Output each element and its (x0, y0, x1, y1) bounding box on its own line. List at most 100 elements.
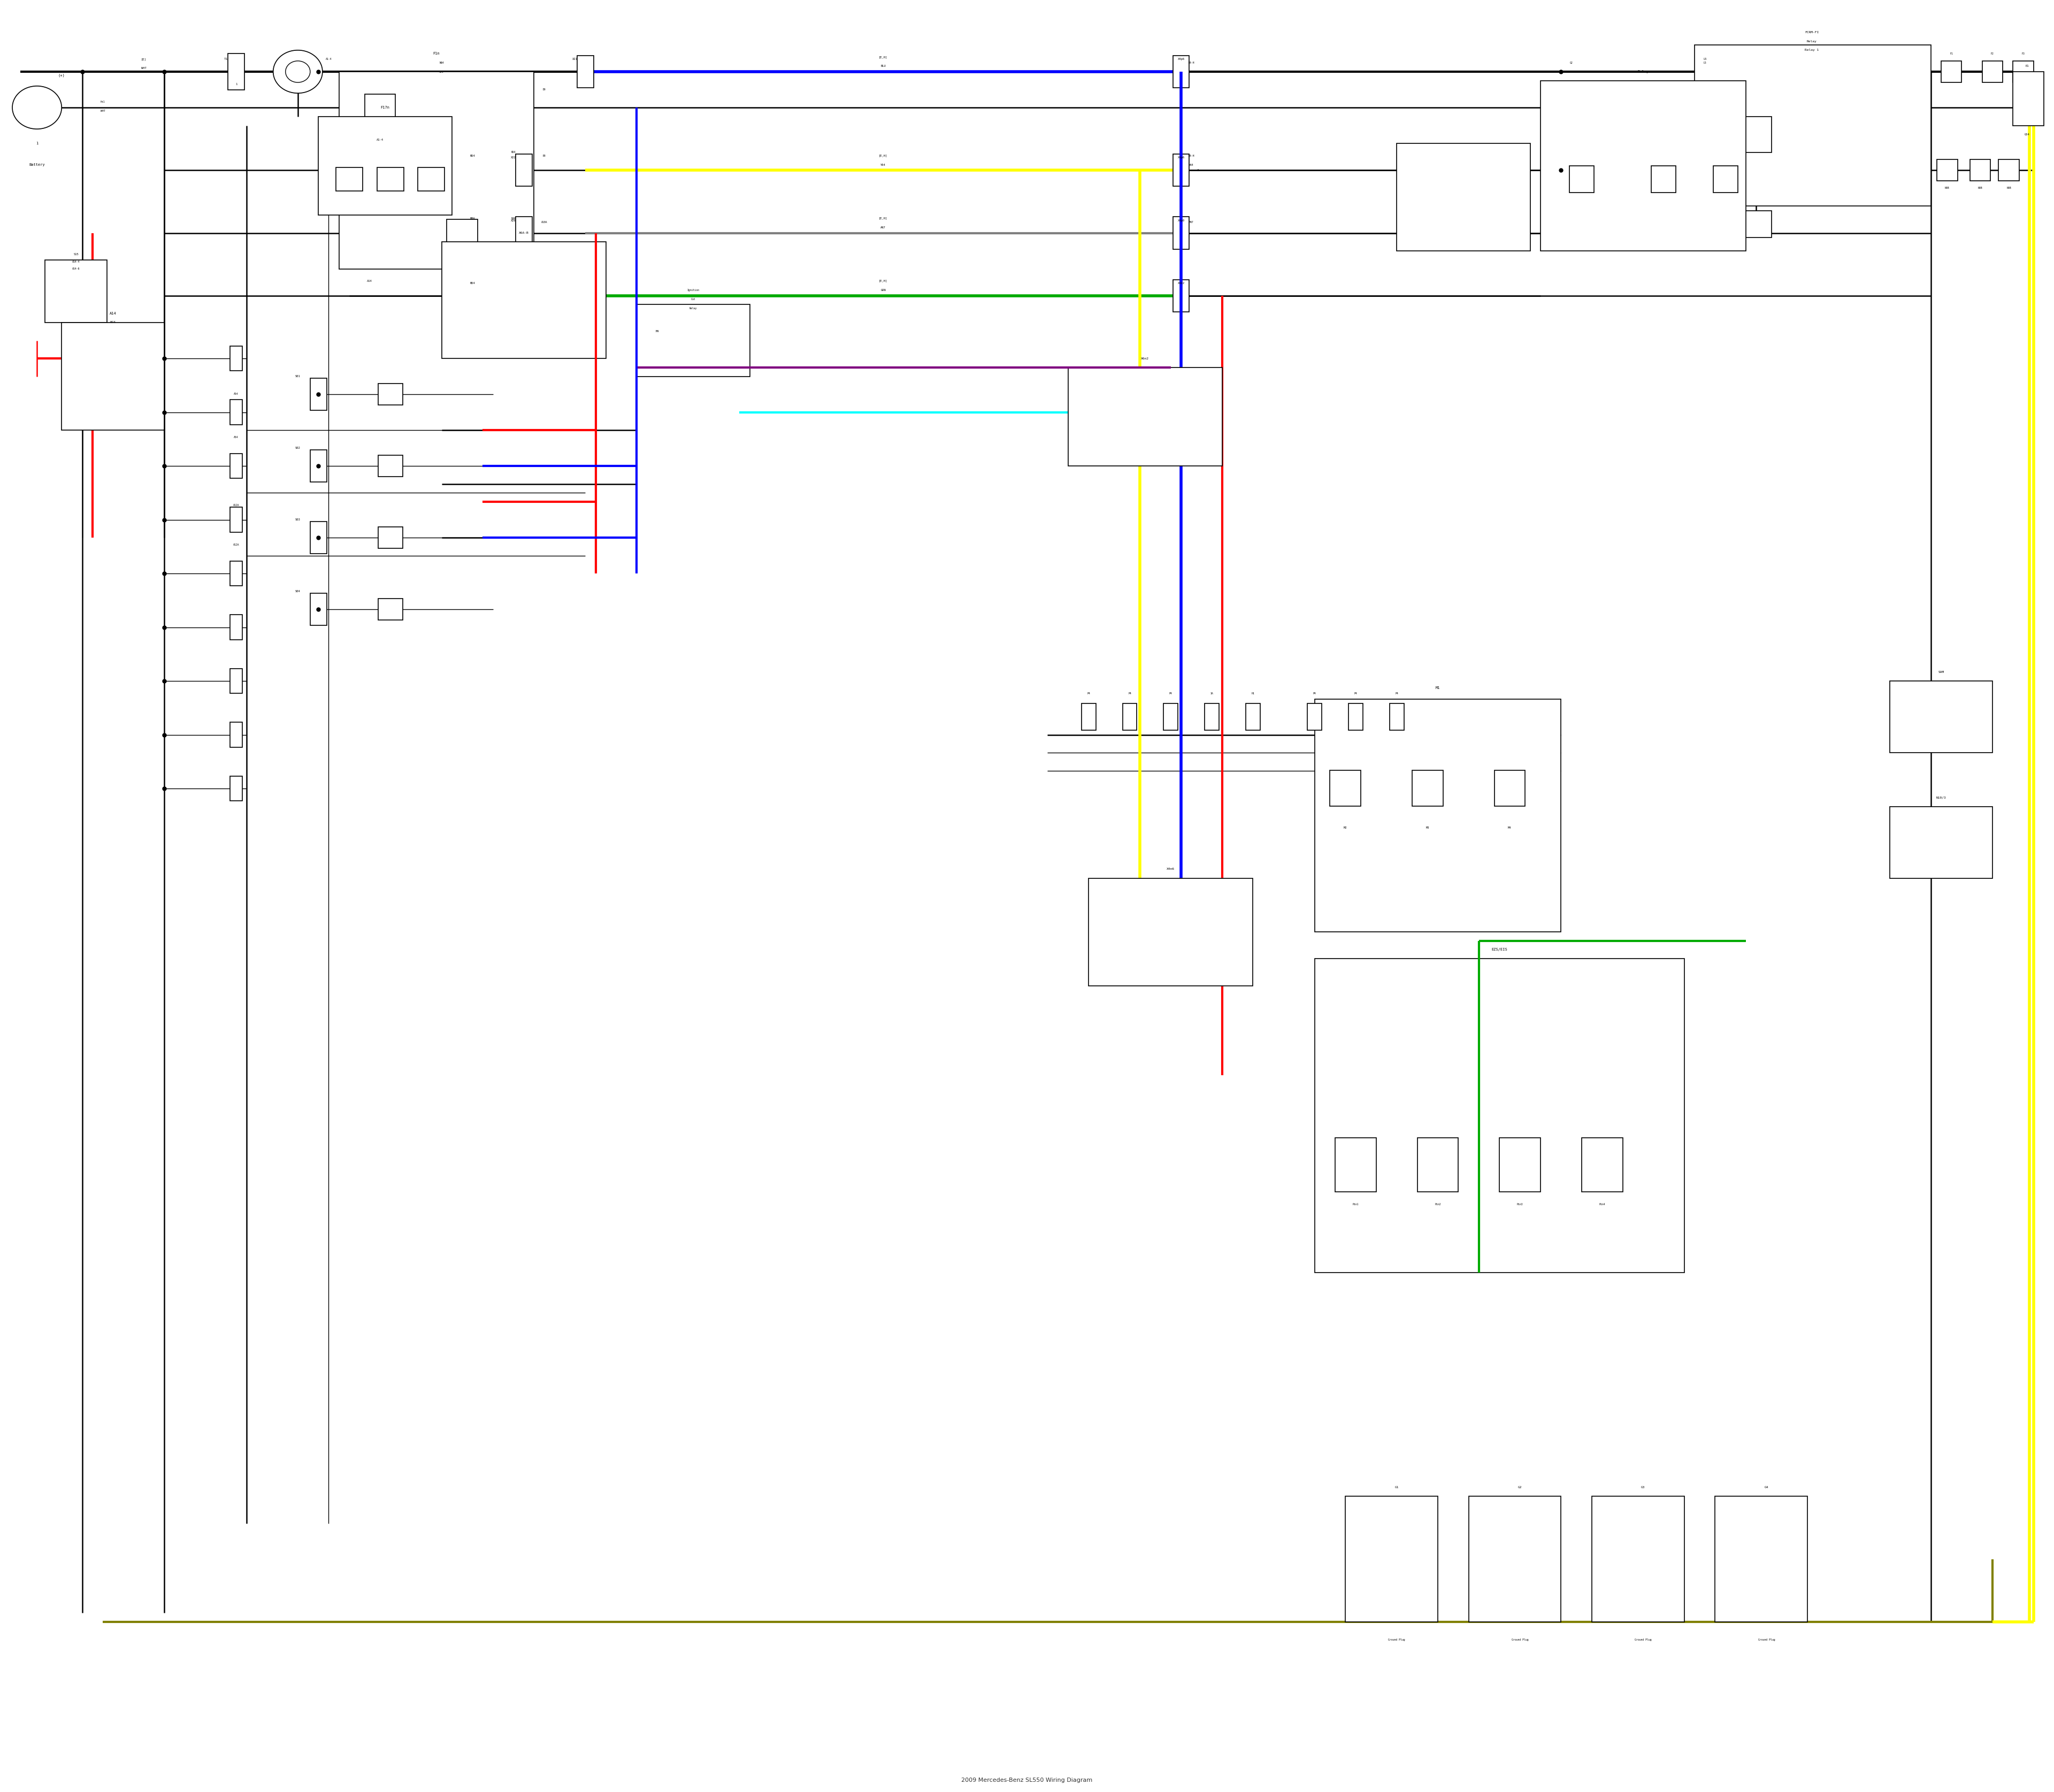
Text: S04: S04 (296, 590, 300, 593)
Text: A12A: A12A (234, 504, 238, 507)
Text: 1: 1 (35, 142, 39, 145)
Circle shape (273, 50, 322, 93)
Text: E1: E1 (2025, 65, 2029, 68)
Bar (2013, 61, 2033, 82)
Text: X4p6: X4p6 (1177, 57, 1185, 61)
Text: GRN: GRN (881, 289, 885, 292)
Bar (378, 383, 403, 405)
Text: [E]: [E] (142, 57, 146, 61)
Text: L5: L5 (1703, 57, 1707, 61)
Text: BLU: BLU (1189, 70, 1193, 73)
Bar (1315, 699, 1561, 932)
Text: B4-H: B4-H (1189, 61, 1193, 65)
Text: N9A: N9A (470, 217, 474, 220)
Text: Relay: Relay (1637, 70, 1649, 73)
Text: F1: F1 (1949, 52, 1953, 56)
Text: M4: M4 (655, 330, 659, 333)
Text: M2: M2 (1343, 826, 1347, 830)
Bar (1245, 702, 1261, 731)
Bar (318, 116, 452, 215)
Bar (577, 56, 594, 88)
Bar (62, 323, 164, 430)
Text: A14: A14 (109, 312, 117, 315)
Text: B4: B4 (542, 88, 546, 91)
Bar (310, 378, 327, 410)
Text: EGS: EGS (111, 321, 115, 324)
Bar (1163, 702, 1179, 731)
Text: N54: N54 (511, 151, 516, 154)
Bar (230, 507, 242, 532)
Bar (1345, 1496, 1438, 1622)
Text: T1: T1 (224, 57, 228, 61)
Text: G1: G1 (1395, 1486, 1399, 1489)
Bar (1204, 702, 1220, 731)
Text: A14: A14 (368, 280, 372, 283)
Text: F2: F2 (1990, 52, 1994, 56)
Bar (1068, 367, 1222, 466)
Bar (1695, 45, 1931, 206)
Bar (442, 242, 606, 358)
Text: BLU: BLU (881, 65, 885, 68)
Text: SAM: SAM (1939, 670, 1943, 674)
Text: [E,H]: [E,H] (879, 280, 887, 283)
Bar (1592, 1496, 1684, 1622)
Bar (1082, 702, 1097, 731)
Text: P4: P4 (1169, 692, 1173, 695)
Bar (1713, 165, 1738, 192)
Bar (364, 93, 394, 122)
Text: AN7: AN7 (1189, 220, 1193, 224)
Bar (1173, 56, 1189, 88)
Text: N10/3: N10/3 (1937, 796, 1945, 799)
Bar (448, 219, 477, 246)
Text: [E,H]: [E,H] (879, 56, 887, 59)
Bar (378, 455, 403, 477)
Text: WHT: WHT (142, 66, 146, 70)
Text: P4: P4 (1395, 692, 1399, 695)
Bar (1569, 165, 1594, 192)
Text: Pin4: Pin4 (1600, 1202, 1604, 1206)
Text: FCRM-FI: FCRM-FI (1805, 30, 1818, 34)
Bar (230, 453, 242, 478)
Bar (378, 167, 403, 190)
Text: X6n2: X6n2 (1142, 357, 1148, 360)
Text: S01: S01 (296, 375, 300, 378)
Bar (1173, 217, 1189, 249)
Text: P4: P4 (1128, 692, 1132, 695)
Text: (+): (+) (58, 73, 66, 77)
Bar (378, 599, 403, 620)
Bar (2013, 72, 2044, 125)
Bar (1941, 61, 1962, 82)
Text: A1-4: A1-4 (327, 57, 331, 61)
Text: L5: L5 (1703, 61, 1707, 65)
Text: F1n: F1n (433, 52, 440, 56)
Bar (230, 561, 242, 586)
Text: Pin1: Pin1 (1354, 1202, 1358, 1206)
Text: X21: X21 (440, 70, 444, 73)
Bar (1397, 143, 1530, 251)
Bar (1308, 702, 1323, 731)
Text: N4B: N4B (1978, 186, 1982, 190)
Text: Ground Plug: Ground Plug (1512, 1638, 1528, 1641)
Text: X4p6: X4p6 (1177, 156, 1185, 159)
Text: X29: X29 (511, 219, 516, 222)
Text: [E,H]: [E,H] (879, 217, 887, 220)
Text: A1-4: A1-4 (376, 138, 384, 142)
Text: Battery: Battery (29, 163, 45, 167)
Text: N4B: N4B (2007, 186, 2011, 190)
Text: Ignition: Ignition (688, 289, 698, 292)
Text: X4Z2: X4Z2 (1177, 281, 1185, 285)
Bar (1417, 1138, 1458, 1192)
Text: -2: -2 (1195, 168, 1200, 172)
Bar (378, 527, 403, 548)
Text: H1: H1 (1251, 692, 1255, 695)
Text: Relay: Relay (1808, 39, 1816, 43)
Bar (1742, 116, 1771, 152)
Text: N54: N54 (470, 154, 474, 158)
Text: S02: S02 (296, 446, 300, 450)
Bar (310, 521, 327, 554)
Bar (337, 167, 364, 190)
Bar (230, 615, 242, 640)
Text: P4: P4 (1354, 692, 1358, 695)
Bar (1349, 702, 1364, 731)
Text: F17n: F17n (380, 106, 390, 109)
